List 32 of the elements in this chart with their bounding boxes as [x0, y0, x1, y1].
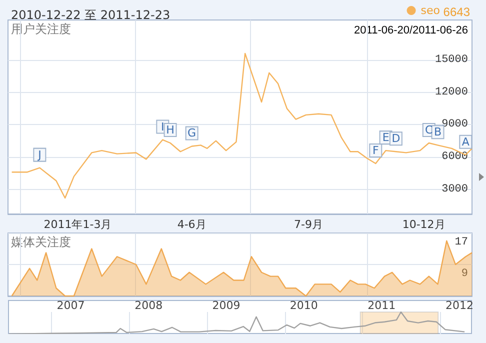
x-tick-label: 2010 [290, 299, 318, 312]
annotation: I [161, 120, 164, 134]
annotation: D [392, 132, 400, 146]
annotation: H [166, 124, 174, 137]
x-tick-label: 7-9月 [294, 218, 323, 231]
y-tick-label: 15000 [434, 54, 468, 66]
x-tick-label: 2008 [134, 299, 163, 312]
annotation: B [434, 126, 442, 139]
annotation: C [425, 124, 434, 137]
y-tick-label: 17 [454, 236, 468, 248]
y-tick-label: 6000 [442, 151, 468, 164]
y-tick-label: 12000 [434, 86, 468, 98]
annotation: F [372, 144, 379, 158]
chart-title: 2010-12-22 至 2011-12-23 [11, 8, 170, 22]
annotation: 2011-06-20/2011-06-26 [354, 24, 468, 36]
y-tick-label: 9 [461, 268, 468, 280]
annotation: A [462, 135, 470, 148]
y-tick-label: 3000 [442, 183, 468, 196]
x-tick-label: 2009 [212, 299, 240, 312]
y-tick-label: 9000 [442, 118, 468, 131]
x-tick-label: 10-12月 [402, 218, 446, 231]
annotation: J [37, 148, 42, 162]
x-tick-label: 2012 [445, 299, 474, 312]
x-tick-label: 2011 [368, 299, 396, 312]
x-tick-label: 4-6月 [177, 218, 206, 231]
x-tick-label: 2011年1-3月 [44, 218, 112, 231]
annotation: E [382, 131, 390, 144]
legend-label: seo [420, 4, 440, 17]
annotation: G [188, 126, 196, 140]
x-tick-label: 2007 [56, 299, 85, 312]
text: 6643 [443, 5, 470, 19]
line-series [11, 52, 473, 199]
